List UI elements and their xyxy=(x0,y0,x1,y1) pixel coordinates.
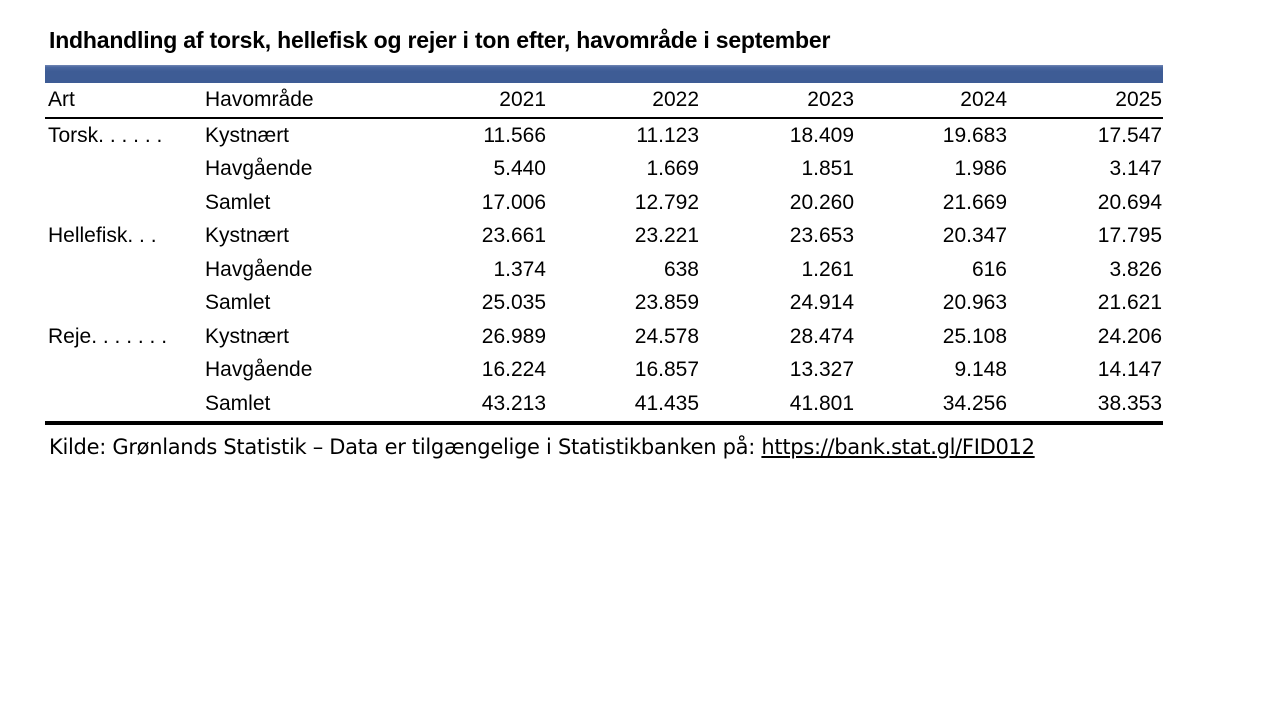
art-cell: Reje. . . . . . . xyxy=(48,324,168,348)
value-cell: 13.327 xyxy=(789,358,854,382)
column-header-2025: 2025 xyxy=(1115,88,1162,111)
value-cell: 25.108 xyxy=(942,324,1007,348)
value-cell: 17.547 xyxy=(1097,123,1162,147)
value-cell: 1.261 xyxy=(801,257,854,281)
value-cell: 1.986 xyxy=(954,157,1007,181)
value-cell: 24.578 xyxy=(634,324,699,348)
value-cell: 11.566 xyxy=(483,123,546,147)
table-body: Torsk. . . . . . Kystnært 11.566 11.123 18.4… xyxy=(45,119,1163,425)
value-cell: 23.859 xyxy=(634,291,699,315)
havomraade-cell: Samlet xyxy=(205,291,271,315)
value-cell: 43.213 xyxy=(481,391,546,415)
column-header-2024: 2024 xyxy=(960,88,1007,111)
havomraade-cell: Kystnært xyxy=(205,324,290,348)
value-cell: 23.221 xyxy=(634,224,699,248)
column-header-2022: 2022 xyxy=(652,88,699,111)
havomraade-cell: Havgående xyxy=(205,358,313,382)
value-cell: 3.826 xyxy=(1109,257,1162,281)
value-cell: 17.795 xyxy=(1097,224,1162,248)
column-header-2023: 2023 xyxy=(807,88,854,111)
value-cell: 20.347 xyxy=(942,224,1007,248)
value-cell: 638 xyxy=(663,257,699,281)
column-header-art: Art xyxy=(48,88,75,111)
value-cell: 20.694 xyxy=(1097,190,1162,214)
value-cell: 41.801 xyxy=(789,391,854,415)
havomraade-cell: Samlet xyxy=(205,190,271,214)
havomraade-cell: Kystnært xyxy=(205,123,290,147)
value-cell: 20.260 xyxy=(789,190,854,214)
value-cell: 14.147 xyxy=(1097,358,1162,382)
value-cell: 1.851 xyxy=(801,157,854,181)
value-cell: 34.256 xyxy=(942,391,1007,415)
table-row: Samlet 17.006 12.792 20.260 21.669 20.694 xyxy=(45,186,1163,220)
table-row: Havgående 1.374 638 1.261 616 3.826 xyxy=(45,253,1163,287)
havomraade-cell: Kystnært xyxy=(205,224,290,248)
value-cell: 1.374 xyxy=(493,257,546,281)
havomraade-cell: Havgående xyxy=(205,257,313,281)
source-text: Kilde: Grønlands Statistik – Data er til… xyxy=(49,434,762,459)
value-cell: 24.206 xyxy=(1097,324,1162,348)
value-cell: 26.989 xyxy=(481,324,546,348)
value-cell: 12.792 xyxy=(634,190,699,214)
art-cell: Torsk. . . . . . xyxy=(48,123,163,147)
value-cell: 21.621 xyxy=(1097,291,1162,315)
table-row: Hellefisk. . . Kystnært 23.661 23.221 23.653… xyxy=(45,220,1163,254)
value-cell: 20.963 xyxy=(942,291,1007,315)
table-row: Reje. . . . . . . Kystnært 26.989 24.578 28.… xyxy=(45,320,1163,354)
value-cell: 616 xyxy=(971,257,1007,281)
value-cell: 5.440 xyxy=(493,157,546,181)
value-cell: 23.653 xyxy=(789,224,854,248)
value-cell: 28.474 xyxy=(789,324,854,348)
value-cell: 41.435 xyxy=(634,391,699,415)
havomraade-cell: Havgående xyxy=(205,157,313,181)
column-header-2021: 2021 xyxy=(499,88,546,111)
value-cell: 11.123 xyxy=(636,123,699,147)
page-title: Indhandling af torsk, hellefisk og rejer… xyxy=(49,27,831,53)
value-cell: 18.409 xyxy=(789,123,854,147)
value-cell: 25.035 xyxy=(481,291,546,315)
table-row: Torsk. . . . . . Kystnært 11.566 11.123 18.4… xyxy=(45,119,1163,153)
source-line: Kilde: Grønlands Statistik – Data er til… xyxy=(49,435,1280,459)
table-row: Havgående 5.440 1.669 1.851 1.986 3.147 xyxy=(45,153,1163,187)
value-cell: 9.148 xyxy=(954,358,1007,382)
value-cell: 3.147 xyxy=(1109,157,1162,181)
value-cell: 19.683 xyxy=(942,123,1007,147)
column-header-havomraade: Havområde xyxy=(205,88,314,111)
value-cell: 38.353 xyxy=(1097,391,1162,415)
statistics-table: Art Havområde 2021 2022 2023 2024 2025 Torsk. … xyxy=(45,65,1163,425)
table-header-bar xyxy=(45,65,1163,83)
value-cell: 23.661 xyxy=(481,224,546,248)
value-cell: 24.914 xyxy=(789,291,854,315)
table-header-row: Art Havområde 2021 2022 2023 2024 2025 xyxy=(45,83,1163,119)
table-row: Havgående 16.224 16.857 13.327 9.148 14.147 xyxy=(45,354,1163,388)
table-row: Samlet 25.035 23.859 24.914 20.963 21.621 xyxy=(45,287,1163,321)
value-cell: 17.006 xyxy=(481,190,546,214)
value-cell: 16.224 xyxy=(481,358,546,382)
value-cell: 1.669 xyxy=(646,157,699,181)
art-cell: Hellefisk. . . xyxy=(48,224,157,248)
value-cell: 21.669 xyxy=(942,190,1007,214)
havomraade-cell: Samlet xyxy=(205,391,271,415)
value-cell: 16.857 xyxy=(634,358,699,382)
table-row: Samlet 43.213 41.435 41.801 34.256 38.353 xyxy=(45,387,1163,421)
source-link[interactable]: https://bank.stat.gl/FID012 xyxy=(761,434,1035,459)
